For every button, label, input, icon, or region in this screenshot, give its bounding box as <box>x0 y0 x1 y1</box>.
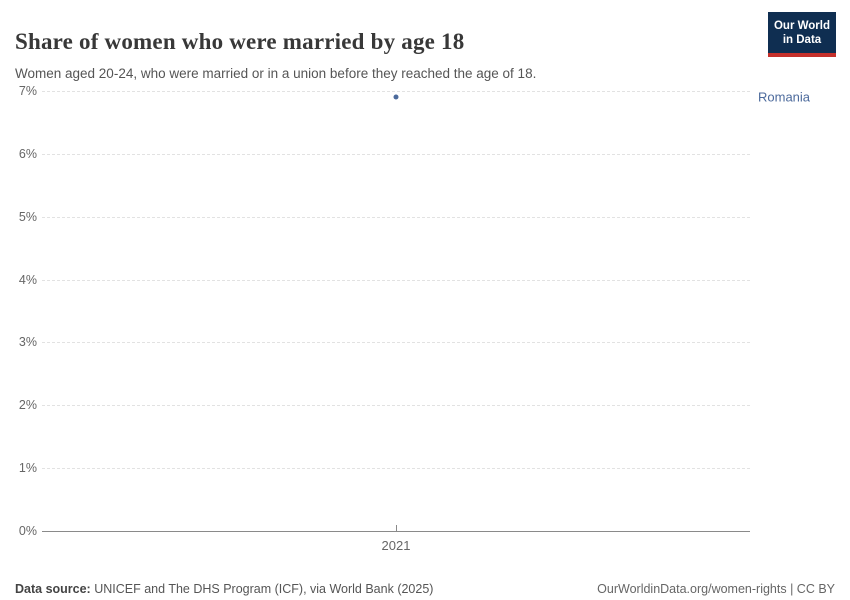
gridline-1pct <box>42 468 750 470</box>
gridline-3pct <box>42 342 750 344</box>
owid-logo-text: Our World in Data <box>773 20 830 46</box>
x-tick-mark-2021 <box>396 525 397 531</box>
y-tick-label-4pct: 4% <box>18 272 37 287</box>
footer-rights-link[interactable]: OurWorldinData.org/women-rights | CC BY <box>597 581 835 596</box>
entity-label-romania[interactable]: Romania <box>758 89 811 105</box>
gridline-5pct <box>42 216 750 218</box>
footer-data-source: Data source: UNICEF and The DHS Program … <box>15 582 433 596</box>
y-tick-label-2pct: 2% <box>18 398 37 413</box>
owid-logo-accent-bar <box>768 53 836 57</box>
gridline-4pct <box>42 279 750 281</box>
gridline-2pct <box>42 405 750 407</box>
x-axis-line <box>42 531 750 532</box>
y-tick-label-0pct: 0% <box>18 524 37 538</box>
y-tick-label-1pct: 1% <box>18 461 37 476</box>
y-tick-label-5pct: 5% <box>18 209 37 224</box>
data-source-text: UNICEF and The DHS Program (ICF), via Wo… <box>94 581 434 596</box>
data-source-label: Data source: <box>15 581 91 596</box>
chart-subtitle: Women aged 20-24, who were married or in… <box>15 65 537 81</box>
y-tick-label-6pct: 6% <box>18 146 37 161</box>
owid-logo: Our World in Data <box>768 12 836 57</box>
chart-title: Share of women who were married by age 1… <box>15 29 465 55</box>
y-tick-label-7pct: 7% <box>18 84 37 98</box>
gridline-6pct <box>42 153 750 155</box>
y-tick-label-3pct: 3% <box>18 335 37 350</box>
gridline-7pct <box>42 91 750 92</box>
x-tick-label-2021: 2021 <box>381 538 411 553</box>
data-point-romania[interactable] <box>393 94 399 100</box>
